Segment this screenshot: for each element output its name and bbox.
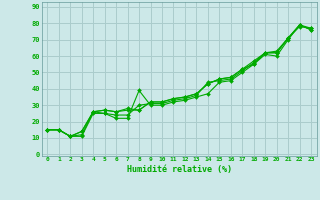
X-axis label: Humidité relative (%): Humidité relative (%) <box>127 165 232 174</box>
